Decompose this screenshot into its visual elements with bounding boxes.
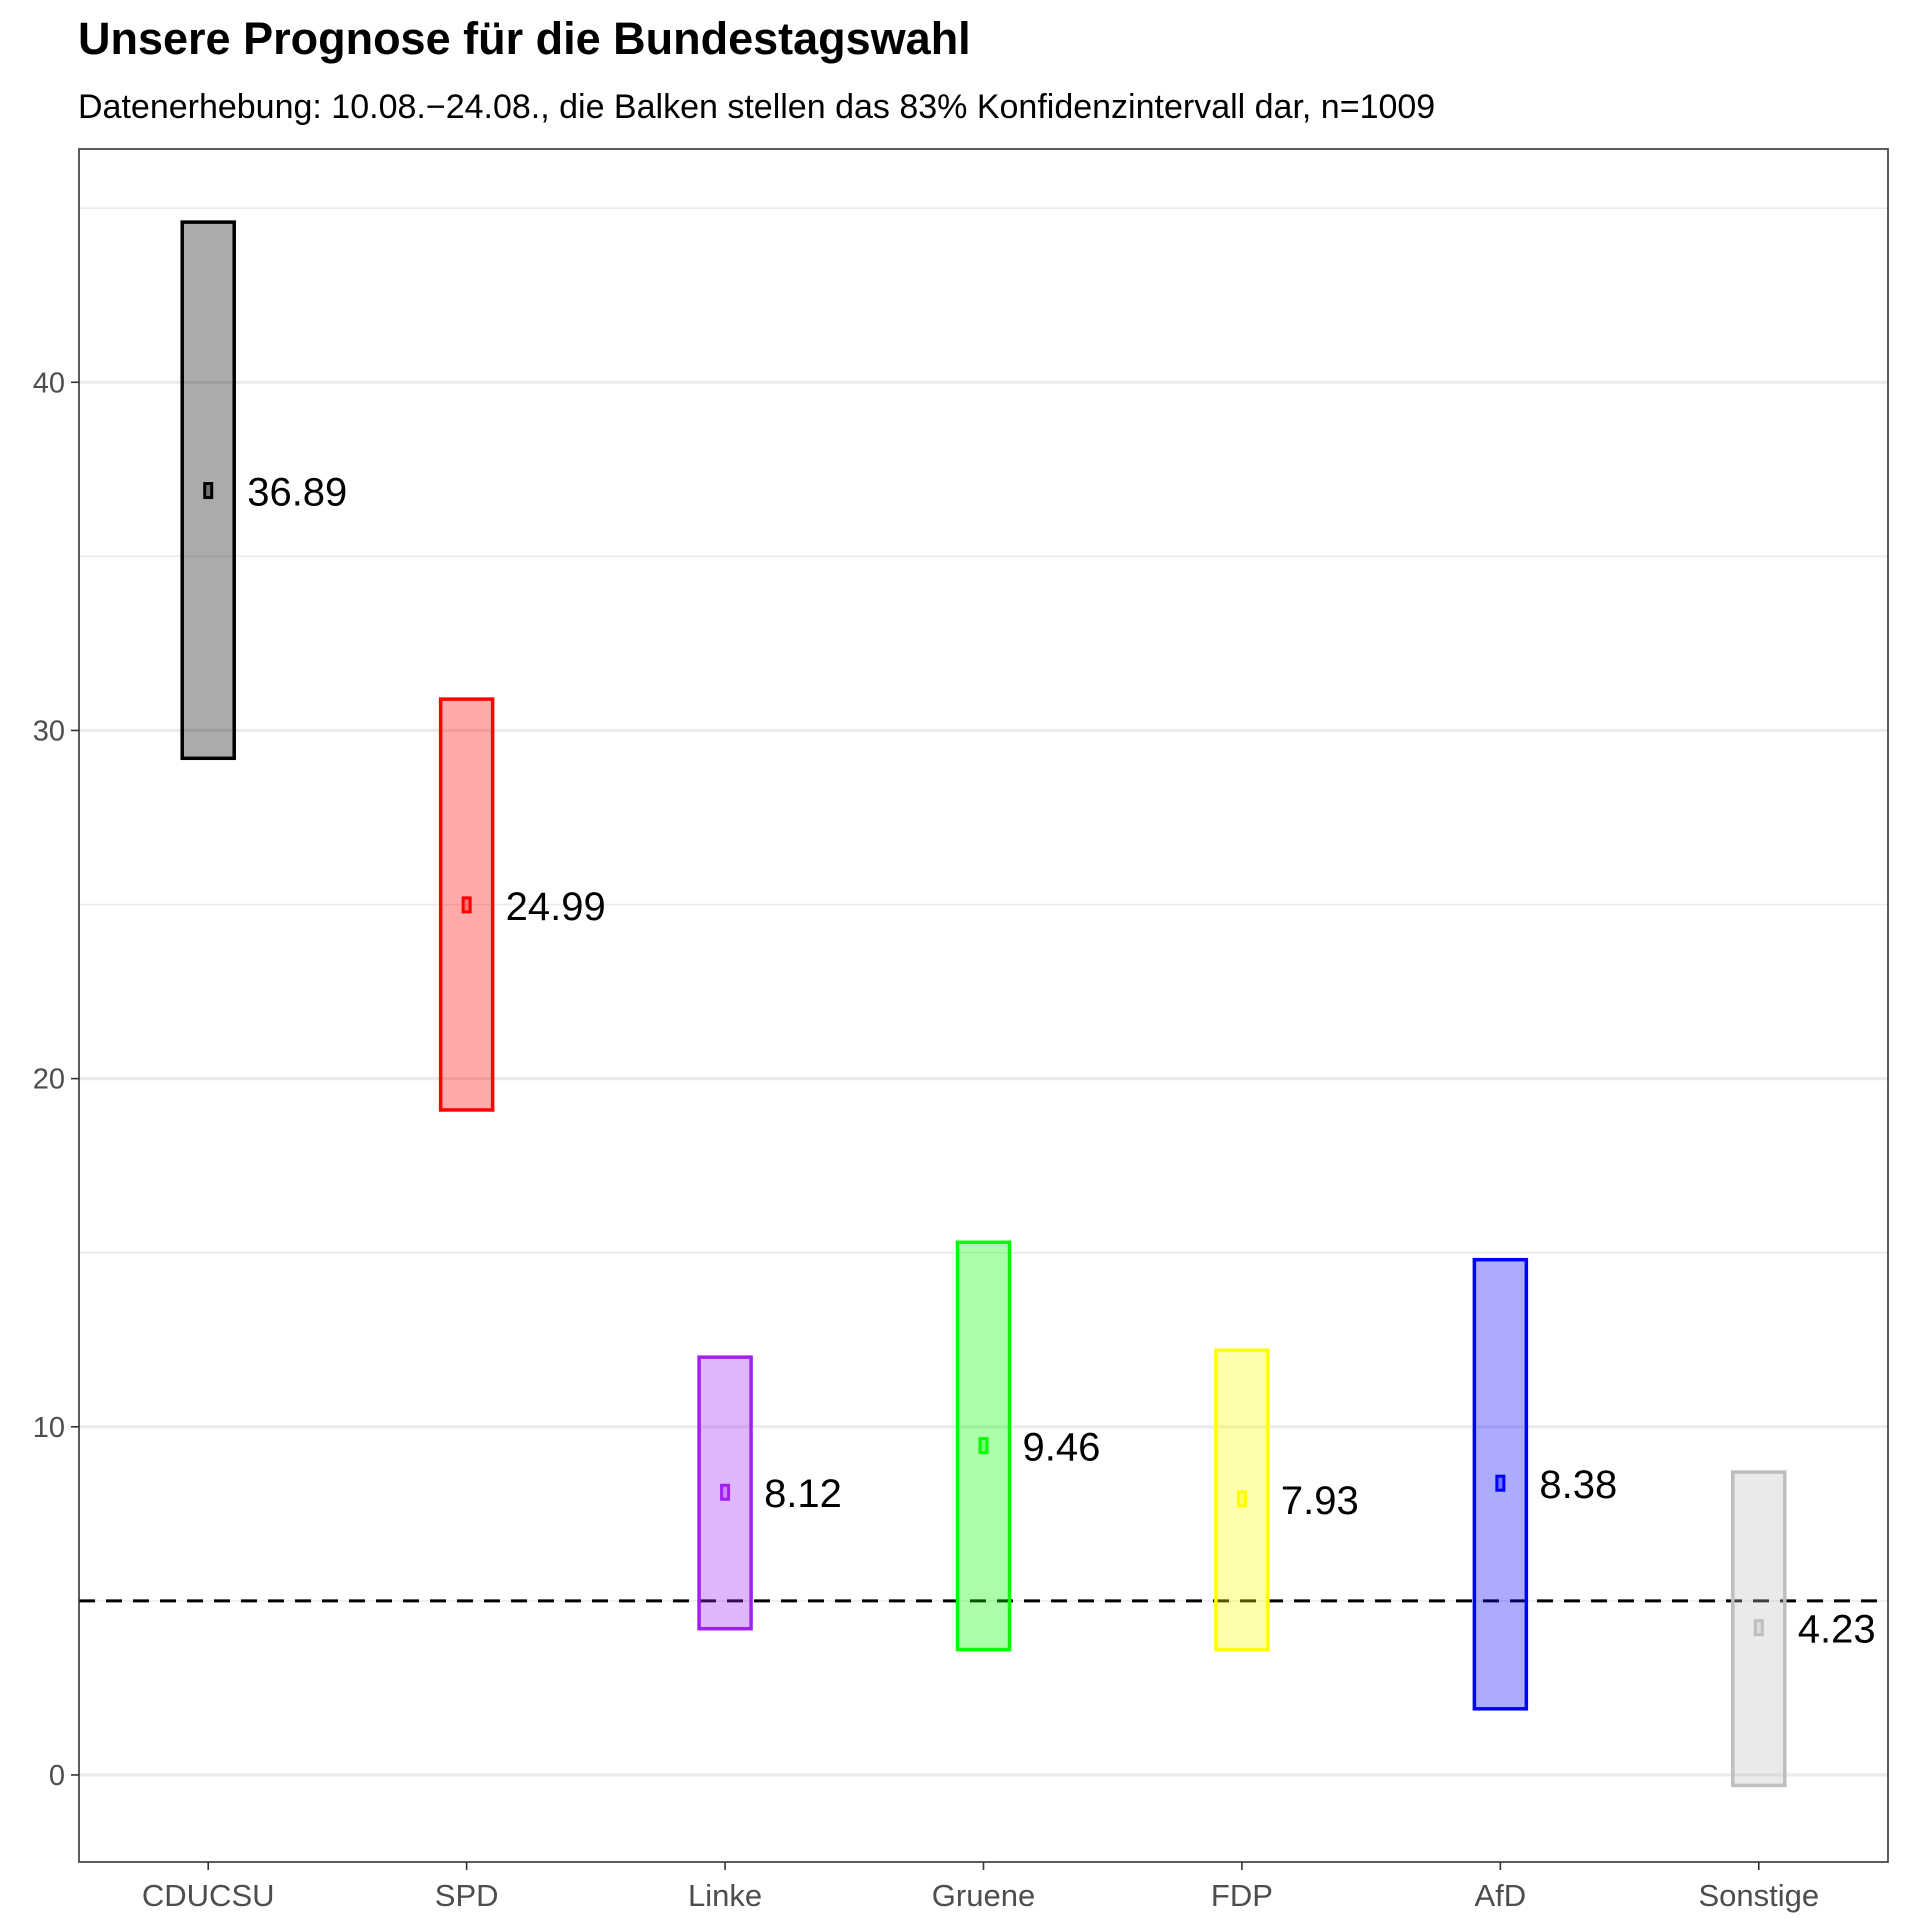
x-tick-label: CDUCSU: [142, 1878, 275, 1913]
x-tick-label: Gruene: [932, 1878, 1035, 1913]
value-labels: 36.89 24.99 8.12 9.46 7.93 8.38 4.23: [247, 471, 1875, 1652]
value-label: 8.12: [764, 1472, 842, 1516]
y-tick-label: 20: [33, 1064, 65, 1096]
value-label: 4.23: [1798, 1608, 1876, 1652]
point-estimate-marker: [203, 482, 214, 500]
value-label: 8.38: [1539, 1463, 1617, 1507]
point-estimate-marker: [978, 1437, 989, 1455]
x-tick-label: SPD: [435, 1878, 499, 1913]
interval-bar: [180, 220, 236, 761]
point-estimate-marker: [1236, 1490, 1247, 1508]
interval-bar: [1472, 1257, 1529, 1711]
interval-bar: [697, 1355, 753, 1631]
y-tick-label: 0: [49, 1760, 65, 1792]
y-tick-label: 40: [33, 367, 65, 399]
point-estimate-marker: [720, 1483, 731, 1501]
interval-bar: [1731, 1470, 1787, 1788]
grid-lines: [79, 207, 1888, 1777]
chart-title: Unsere Prognose für die Bundestagswahl: [78, 13, 971, 64]
interval-bar: [1214, 1348, 1270, 1652]
value-label: 36.89: [247, 471, 347, 515]
point-estimate-marker: [1753, 1619, 1764, 1637]
interval-bars: [180, 220, 1787, 1788]
plot-background: [79, 149, 1888, 1862]
interval-bar: [438, 697, 495, 1112]
point-estimate-marker: [1495, 1474, 1506, 1492]
x-axis: CDUCSU SPD Linke Gruene FDP AfD Sonstige: [142, 1862, 1819, 1913]
point-estimate-marker: [461, 896, 472, 914]
x-tick-label: FDP: [1211, 1878, 1273, 1913]
interval-bar: [955, 1240, 1012, 1652]
x-tick-label: Linke: [688, 1878, 762, 1913]
value-label: 7.93: [1281, 1479, 1359, 1523]
y-axis: 0 10 20 30 40: [33, 367, 79, 1792]
value-label: 9.46: [1023, 1426, 1101, 1470]
value-label: 24.99: [506, 885, 606, 929]
x-tick-label: AfD: [1475, 1878, 1527, 1913]
x-tick-label: Sonstige: [1698, 1878, 1819, 1913]
y-tick-label: 10: [33, 1412, 65, 1444]
y-tick-label: 30: [33, 715, 65, 747]
chart-subtitle: Datenerhebung: 10.08.−24.08., die Balken…: [78, 88, 1435, 126]
